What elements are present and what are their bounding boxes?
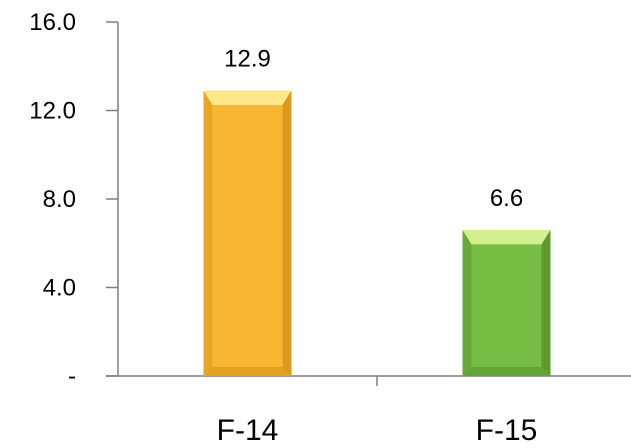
y-tick-label: 12.0 bbox=[29, 98, 76, 125]
bar-top-bevel bbox=[203, 90, 292, 105]
y-tick-label: 4.0 bbox=[43, 275, 76, 302]
bars bbox=[203, 90, 551, 377]
y-tick-label: 8.0 bbox=[43, 186, 76, 213]
bar-right-bevel bbox=[282, 90, 292, 377]
bar-bottom-bevel bbox=[203, 367, 292, 376]
bar-bottom-bevel bbox=[462, 367, 551, 376]
data-label-f-15: 6.6 bbox=[490, 185, 523, 212]
x-tick-label-f-15: F-15 bbox=[476, 414, 538, 447]
x-axis-ticks: F-14 F-15 bbox=[217, 376, 538, 447]
bar-body bbox=[462, 229, 551, 376]
bar-body bbox=[203, 90, 292, 377]
data-label-f-14: 12.9 bbox=[224, 46, 271, 73]
y-tick-label: - bbox=[68, 363, 76, 390]
y-axis-ticks: - 4.0 8.0 12.0 16.0 bbox=[29, 9, 118, 390]
y-tick-label: 16.0 bbox=[29, 9, 76, 36]
bar-f-15 bbox=[462, 229, 551, 376]
data-labels: 12.9 6.6 bbox=[224, 46, 523, 212]
bar-left-bevel bbox=[462, 229, 472, 376]
bar-left-bevel bbox=[203, 90, 213, 377]
bar-top-bevel bbox=[462, 229, 551, 245]
bar-f-14 bbox=[203, 90, 292, 377]
x-tick-label-f-14: F-14 bbox=[217, 414, 279, 447]
bar-right-bevel bbox=[541, 229, 551, 376]
